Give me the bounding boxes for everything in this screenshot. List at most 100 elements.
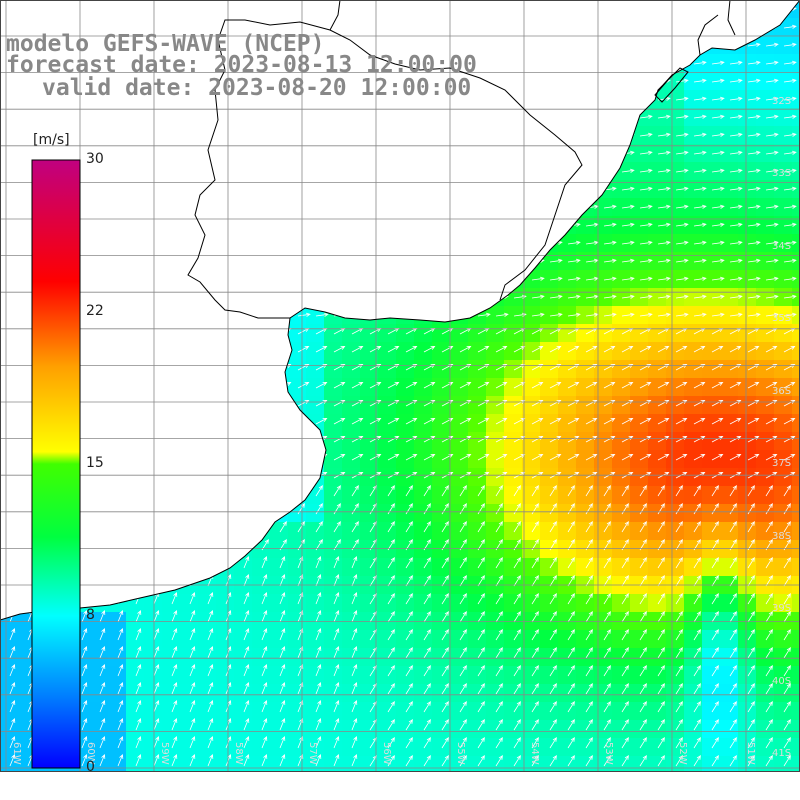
wind-arrow-icon <box>333 718 340 731</box>
wind-speed-cell <box>234 684 253 703</box>
wind-arrow-icon <box>747 294 761 299</box>
wind-speed-cell <box>378 702 397 721</box>
wind-speed-cell <box>216 630 235 649</box>
wind-speed-cell <box>504 324 523 343</box>
wind-arrow-icon <box>765 682 773 695</box>
wind-speed-cell <box>198 738 217 757</box>
wind-speed-cell <box>396 648 415 667</box>
wind-speed-cell <box>324 522 343 541</box>
wind-speed-cell <box>738 108 757 127</box>
wind-arrow-icon <box>333 700 340 713</box>
wind-speed-cell <box>486 522 505 541</box>
wind-arrow-icon <box>513 718 521 731</box>
wind-speed-cell <box>738 540 757 559</box>
wind-arrow-icon <box>333 610 340 623</box>
wind-arrow-icon <box>423 700 431 713</box>
wind-speed-cell <box>540 414 559 433</box>
wind-arrow-icon <box>675 78 689 83</box>
wind-speed-cell <box>792 216 800 235</box>
wind-speed-cell <box>702 324 721 343</box>
latitude-label: 41S <box>772 748 791 759</box>
wind-arrow-icon <box>189 718 196 731</box>
wind-arrow-icon <box>675 399 688 407</box>
wind-speed-cell <box>378 342 397 361</box>
wind-speed-cell <box>666 342 685 361</box>
wind-speed-cell <box>306 720 325 739</box>
wind-speed-cell <box>738 360 757 379</box>
wind-speed-cell <box>450 684 469 703</box>
wind-speed-cell <box>702 108 721 127</box>
wind-speed-cell <box>648 666 667 685</box>
wind-arrow-icon <box>711 610 719 623</box>
wind-speed-cell <box>666 198 685 217</box>
wind-speed-cell <box>396 396 415 415</box>
wind-speed-cell <box>324 324 343 343</box>
wind-speed-cell <box>558 576 577 595</box>
wind-speed-cell <box>504 630 523 649</box>
wind-arrow-icon <box>333 646 340 659</box>
wind-arrow-icon <box>441 502 449 515</box>
wind-speed-cell <box>612 486 631 505</box>
wind-speed-cell <box>684 468 703 487</box>
wind-speed-cell <box>126 756 145 772</box>
wind-arrow-icon <box>333 484 341 497</box>
wind-speed-cell <box>468 396 487 415</box>
wind-speed-cell <box>342 720 361 739</box>
wind-speed-cell <box>180 738 199 757</box>
wind-speed-cell <box>702 468 721 487</box>
wind-arrow-icon <box>783 168 797 173</box>
wind-speed-cell <box>576 360 595 379</box>
wind-speed-cell <box>720 630 739 649</box>
wind-speed-cell <box>684 486 703 505</box>
wind-speed-cell <box>684 162 703 181</box>
wind-arrow-icon <box>333 682 340 695</box>
wind-arrow-icon <box>153 682 160 695</box>
wind-arrow-icon <box>513 592 521 605</box>
wind-speed-cell <box>414 324 433 343</box>
wind-arrow-icon <box>747 399 760 407</box>
wind-arrow-icon <box>477 736 485 749</box>
wind-arrow-icon <box>513 520 521 533</box>
wind-speed-cell <box>558 558 577 577</box>
wind-speed-cell <box>504 720 523 739</box>
wind-arrow-icon <box>243 592 250 605</box>
wind-speed-cell <box>774 432 793 451</box>
wind-speed-cell <box>324 576 343 595</box>
wind-arrow-icon <box>711 520 719 533</box>
wind-speed-cell <box>198 630 217 649</box>
wind-speed-cell <box>450 630 469 649</box>
wind-arrow-icon <box>567 417 580 425</box>
wind-arrow-icon <box>783 114 797 119</box>
wind-speed-cell <box>738 468 757 487</box>
wind-speed-cell <box>720 306 739 325</box>
wind-speed-cell <box>396 630 415 649</box>
wind-arrow-icon <box>675 114 689 119</box>
wind-speed-cell <box>540 648 559 667</box>
wind-arrow-icon <box>297 381 310 389</box>
wind-arrow-icon <box>279 718 286 731</box>
wind-arrow-icon <box>639 186 653 191</box>
wind-speed-cell <box>738 486 757 505</box>
wind-arrow-icon <box>9 664 16 677</box>
wind-speed-cell <box>792 90 800 109</box>
wind-speed-cell <box>414 468 433 487</box>
wind-speed-cell <box>648 540 667 559</box>
border-brazil <box>329 0 736 56</box>
wind-speed-cell <box>648 180 667 199</box>
wind-speed-cell <box>558 360 577 379</box>
wind-speed-cell <box>288 594 307 613</box>
wind-speed-cell <box>108 648 127 667</box>
wind-speed-cell <box>468 576 487 595</box>
wind-arrow-icon <box>549 294 563 299</box>
wind-speed-cell <box>252 576 271 595</box>
wind-speed-cell <box>0 630 19 649</box>
wind-arrow-icon <box>657 718 665 731</box>
wind-speed-cell <box>324 432 343 451</box>
wind-speed-cell <box>702 558 721 577</box>
wind-arrow-icon <box>567 345 580 353</box>
latitude-label: 40S <box>772 676 791 687</box>
wind-arrow-icon <box>531 628 539 641</box>
wind-speed-cell <box>684 414 703 433</box>
wind-speed-cell <box>720 648 739 667</box>
wind-speed-cell <box>612 288 631 307</box>
